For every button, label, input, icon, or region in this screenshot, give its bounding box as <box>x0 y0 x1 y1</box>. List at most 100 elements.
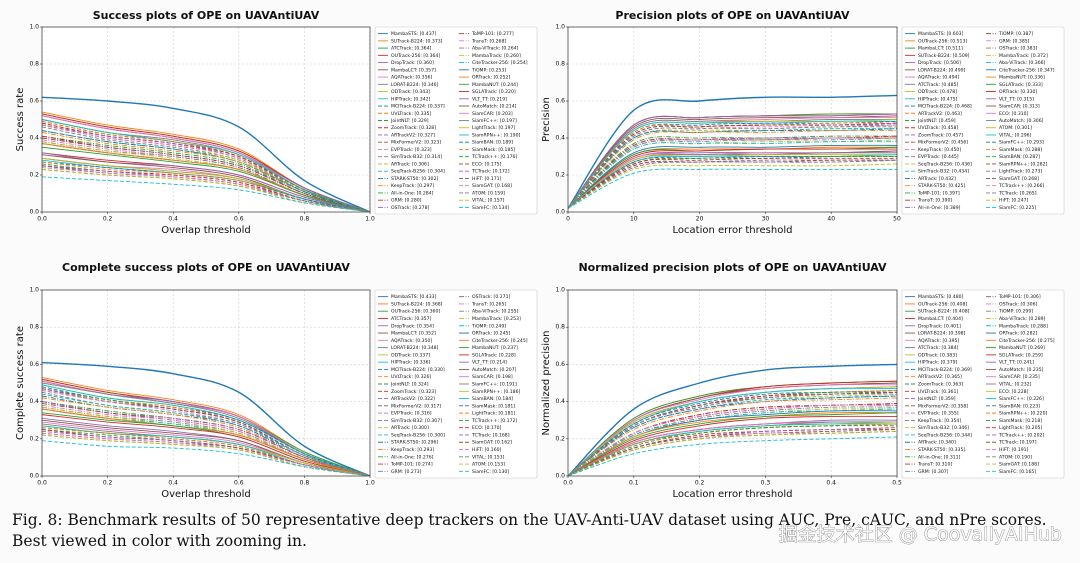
series-line <box>42 120 370 212</box>
legend-label: LightTrack: [0.197] <box>472 125 515 131</box>
series-line <box>568 141 897 209</box>
y-tick-label: 0.2 <box>29 435 39 442</box>
legend-label: SiamFC: [0.225] <box>999 205 1036 211</box>
chart-title: Complete success plots of OPE on UAVAnti… <box>62 261 350 274</box>
legend-label: KeepTrack: [0.297] <box>391 183 434 189</box>
y-tick-label: 0.8 <box>29 324 39 331</box>
x-tick-label: 0.4 <box>168 216 178 223</box>
legend-label: ZoomTrack: [0.457] <box>918 132 963 138</box>
legend-label: SiamMask: [0.185] <box>472 147 515 153</box>
legend-label: STARK-ST50: [0.335] <box>918 447 965 453</box>
legend-label: Aba-ViTrack: [0.264] <box>472 46 519 52</box>
series-line <box>568 412 897 476</box>
legend-label: LORAT-B224: [0.398] <box>918 331 966 337</box>
legend-label: MambaTrack: [0.260] <box>472 53 521 59</box>
x-tick-label: 0.1 <box>629 480 639 487</box>
y-tick-label: 0.4 <box>555 398 565 405</box>
x-tick-label: 0.2 <box>695 480 705 487</box>
series-line <box>42 132 370 212</box>
legend-label: SiamBAN: [0.223] <box>999 403 1040 409</box>
series-line <box>568 393 897 476</box>
series-line <box>568 436 897 476</box>
series-line <box>568 137 897 209</box>
x-tick-label: 1.0 <box>365 480 375 487</box>
legend-label: VITAL: [0.157] <box>472 198 505 204</box>
legend-label: ORTrack: [0.282] <box>999 331 1037 337</box>
x-tick-label: 0.6 <box>234 216 244 223</box>
series-line <box>42 432 370 476</box>
series-line <box>568 120 897 209</box>
series-line <box>568 137 897 209</box>
legend-label: SGLATrack: [0.333] <box>999 82 1043 88</box>
x-axis-label: Location error threshold <box>673 489 793 500</box>
legend-label: AQATrack: [0.350] <box>391 338 432 344</box>
series-line <box>568 118 897 209</box>
plot-area <box>42 27 370 212</box>
series-line <box>42 361 370 476</box>
legend-label: MambaSTS: [0.603] <box>918 31 964 37</box>
legend-label: AutoMatch: [0.214] <box>472 104 517 110</box>
legend-label: SGLATrack: [0.228] <box>472 352 516 358</box>
legend-label: TCTrack: [0.168] <box>471 432 510 438</box>
legend-label: ARTrack: [0.340] <box>918 440 956 446</box>
plot-frame <box>567 26 898 213</box>
legend-label: ToMP-101: [0.277] <box>471 31 514 37</box>
legend-label: ATCTrack: [0.364] <box>391 46 432 52</box>
legend-label: AQATrack: [0.356] <box>391 75 432 81</box>
legend-label: ORTrack: [0.330] <box>999 89 1037 95</box>
y-tick-label: 0.8 <box>555 61 565 68</box>
plot-frame <box>41 289 371 477</box>
x-tick-label: 0.8 <box>300 480 310 487</box>
legend-label: ToMP-101: [0.306] <box>998 294 1041 300</box>
x-axis-label: Overlap threshold <box>161 489 251 500</box>
legend-label: CiteTracker-256: [0.347] <box>999 67 1055 73</box>
legend-label: SiamCAR: [0.203] <box>472 111 513 117</box>
legend-label: OSTrack: [0.383] <box>999 46 1038 52</box>
legend-label: ATCTrack: [0.357] <box>391 316 432 322</box>
chart-panel: Success plots of OPE on UAVAntiUAV 0.0 0.2… <box>15 9 538 236</box>
legend-label: Aba-ViTrack: [0.366] <box>999 60 1046 66</box>
x-tick-label: 50 <box>893 216 901 223</box>
legend-label: JointNLT: [0.329] <box>390 118 429 124</box>
legend-label: ARTrack: [0.300] <box>391 425 429 431</box>
x-tick-label: 0.2 <box>103 480 113 487</box>
legend-label: HiFT: [0.160] <box>472 447 502 453</box>
series-line <box>42 146 370 212</box>
series-line <box>568 403 897 476</box>
series-line <box>568 168 897 209</box>
legend-label: ZoomTrack: [0.328] <box>391 125 436 131</box>
legend-label: ToMP-101: [0.274] <box>390 462 433 468</box>
legend-label: MixFormerV2: [0.456] <box>918 140 968 146</box>
legend-label: LORAT-B224: [0.499] <box>918 67 966 73</box>
legend-label: STARK-ST50: [0.425] <box>918 183 965 189</box>
legend-label: ARTrackV2: [0.365] <box>918 374 962 380</box>
legend-label: DropTrack: [0.360] <box>391 60 434 66</box>
legend-label: EVPTrack: [0.323] <box>391 147 432 153</box>
legend-label: ODTrack: [0.383] <box>918 352 957 358</box>
legend-label: UVLTrack: [0.326] <box>391 374 431 380</box>
legend-label: ARTrack: [0.432] <box>918 176 956 182</box>
plot-frame <box>41 26 371 213</box>
legend-label: ORTrack: [0.245] <box>472 331 510 337</box>
x-axis-label: Location error threshold <box>673 225 793 236</box>
legend-label: ATCTrack: [0.384] <box>918 345 959 351</box>
y-tick-label: 1.0 <box>29 24 39 31</box>
legend-label: SiamFC++: [0.197] <box>472 118 517 124</box>
legend-label: OUTrack-256: [0.360] <box>391 309 440 315</box>
legend-label: ARTrackV2: [0.327] <box>391 132 435 138</box>
legend-label: MambaLCT: [0.404] <box>918 316 963 322</box>
legend-label: SiamCAR: [0.313] <box>999 104 1040 110</box>
legend-label: All-in-One: [0.276] <box>391 454 434 460</box>
legend-label: SGLATrack: [0.259] <box>999 352 1043 358</box>
legend-label: SUTrack-B224: [0.408] <box>918 309 970 315</box>
legend-label: TCTrack++: [0.266] <box>998 183 1044 189</box>
legend-label: SUTrack-B224: [0.509] <box>918 53 970 59</box>
y-tick-label: 1.0 <box>555 24 565 31</box>
series-line <box>568 124 897 209</box>
series-line <box>42 401 370 476</box>
x-tick-label: 0.3 <box>761 480 771 487</box>
legend-label: TiOMP: [0.299] <box>998 309 1033 315</box>
legend-frame <box>901 26 1065 215</box>
chart-panel: Complete success plots of OPE on UAVAnti… <box>15 261 538 500</box>
series-line <box>568 430 897 476</box>
